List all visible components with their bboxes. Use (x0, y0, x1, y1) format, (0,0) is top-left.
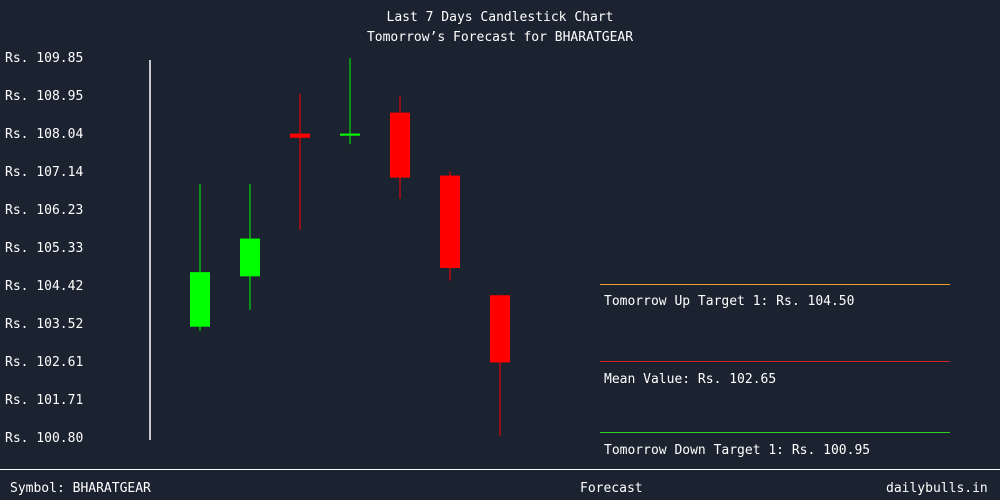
y-tick-label: Rs. 108.95 (5, 89, 83, 104)
footer-divider (0, 469, 1000, 470)
footer-symbol: Symbol: BHARATGEAR (10, 481, 151, 496)
y-tick-label: Rs. 104.42 (5, 279, 83, 294)
chart-subtitle: Tomorrow’s Forecast for BHARATGEAR (366, 30, 634, 45)
footer-forecast: Forecast (580, 481, 643, 496)
candle-body (190, 272, 210, 327)
footer-site: dailybulls.in (886, 481, 988, 496)
y-tick-label: Rs. 107.14 (5, 165, 83, 180)
y-tick-label: Rs. 108.04 (5, 127, 83, 142)
down-target-label: Tomorrow Down Target 1: Rs. 100.95 (604, 443, 871, 458)
y-tick-label: Rs. 101.71 (5, 393, 83, 408)
y-tick-label: Rs. 109.85 (5, 51, 83, 66)
y-tick-label: Rs. 100.80 (5, 431, 83, 446)
candle-body (490, 295, 510, 363)
candle-body (240, 238, 260, 277)
candle-body (340, 133, 360, 136)
candlestick-chart: Rs. 109.85 Rs. 108.95 Rs. 108.04 Rs. 107.14… (5, 51, 510, 446)
y-tick-label: Rs. 105.33 (5, 241, 83, 256)
y-tick-label: Rs. 106.23 (5, 203, 83, 218)
up-target-line (600, 284, 950, 285)
y-tick-label: Rs. 102.61 (5, 355, 83, 370)
mean-value-line (600, 361, 950, 362)
mean-value-label: Mean Value: Rs. 102.65 (604, 372, 777, 387)
chart-title: Last 7 Days Candlestick Chart (386, 10, 614, 25)
y-tick-label: Rs. 103.52 (5, 317, 83, 332)
candle-body (290, 133, 310, 138)
candle-body (440, 175, 460, 268)
up-target-label: Tomorrow Up Target 1: Rs. 104.50 (604, 294, 855, 309)
candle-body (390, 112, 410, 178)
down-target-line (600, 432, 950, 433)
